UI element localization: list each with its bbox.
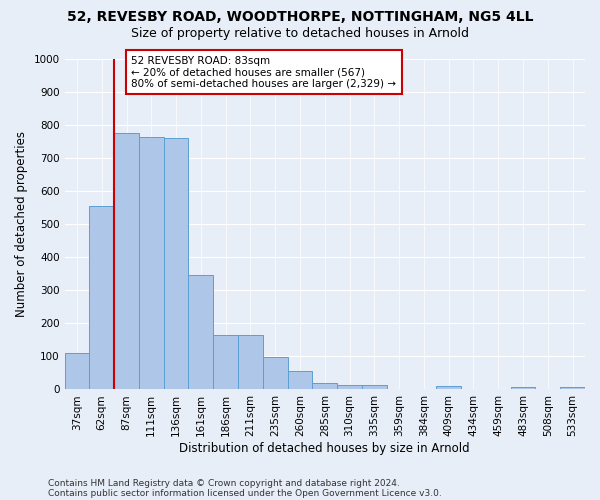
Text: Contains public sector information licensed under the Open Government Licence v3: Contains public sector information licen…: [48, 488, 442, 498]
Bar: [89, 206, 114, 390]
Bar: [139, 136, 164, 390]
Y-axis label: Number of detached properties: Number of detached properties: [15, 131, 28, 317]
Bar: [213, 335, 238, 390]
Bar: [313, 383, 337, 390]
Bar: [65, 353, 89, 390]
Bar: [164, 138, 188, 390]
Bar: [287, 372, 313, 390]
Bar: [238, 335, 263, 390]
Bar: [188, 276, 213, 390]
Bar: [263, 358, 287, 390]
Text: 52 REVESBY ROAD: 83sqm
← 20% of detached houses are smaller (567)
80% of semi-de: 52 REVESBY ROAD: 83sqm ← 20% of detached…: [131, 56, 397, 89]
Bar: [362, 384, 387, 390]
Text: Contains HM Land Registry data © Crown copyright and database right 2024.: Contains HM Land Registry data © Crown c…: [48, 478, 400, 488]
Text: 52, REVESBY ROAD, WOODTHORPE, NOTTINGHAM, NG5 4LL: 52, REVESBY ROAD, WOODTHORPE, NOTTINGHAM…: [67, 10, 533, 24]
Text: Size of property relative to detached houses in Arnold: Size of property relative to detached ho…: [131, 28, 469, 40]
Bar: [511, 387, 535, 390]
Bar: [114, 134, 139, 390]
Bar: [560, 387, 585, 390]
X-axis label: Distribution of detached houses by size in Arnold: Distribution of detached houses by size …: [179, 442, 470, 455]
Bar: [436, 386, 461, 390]
Bar: [337, 384, 362, 390]
